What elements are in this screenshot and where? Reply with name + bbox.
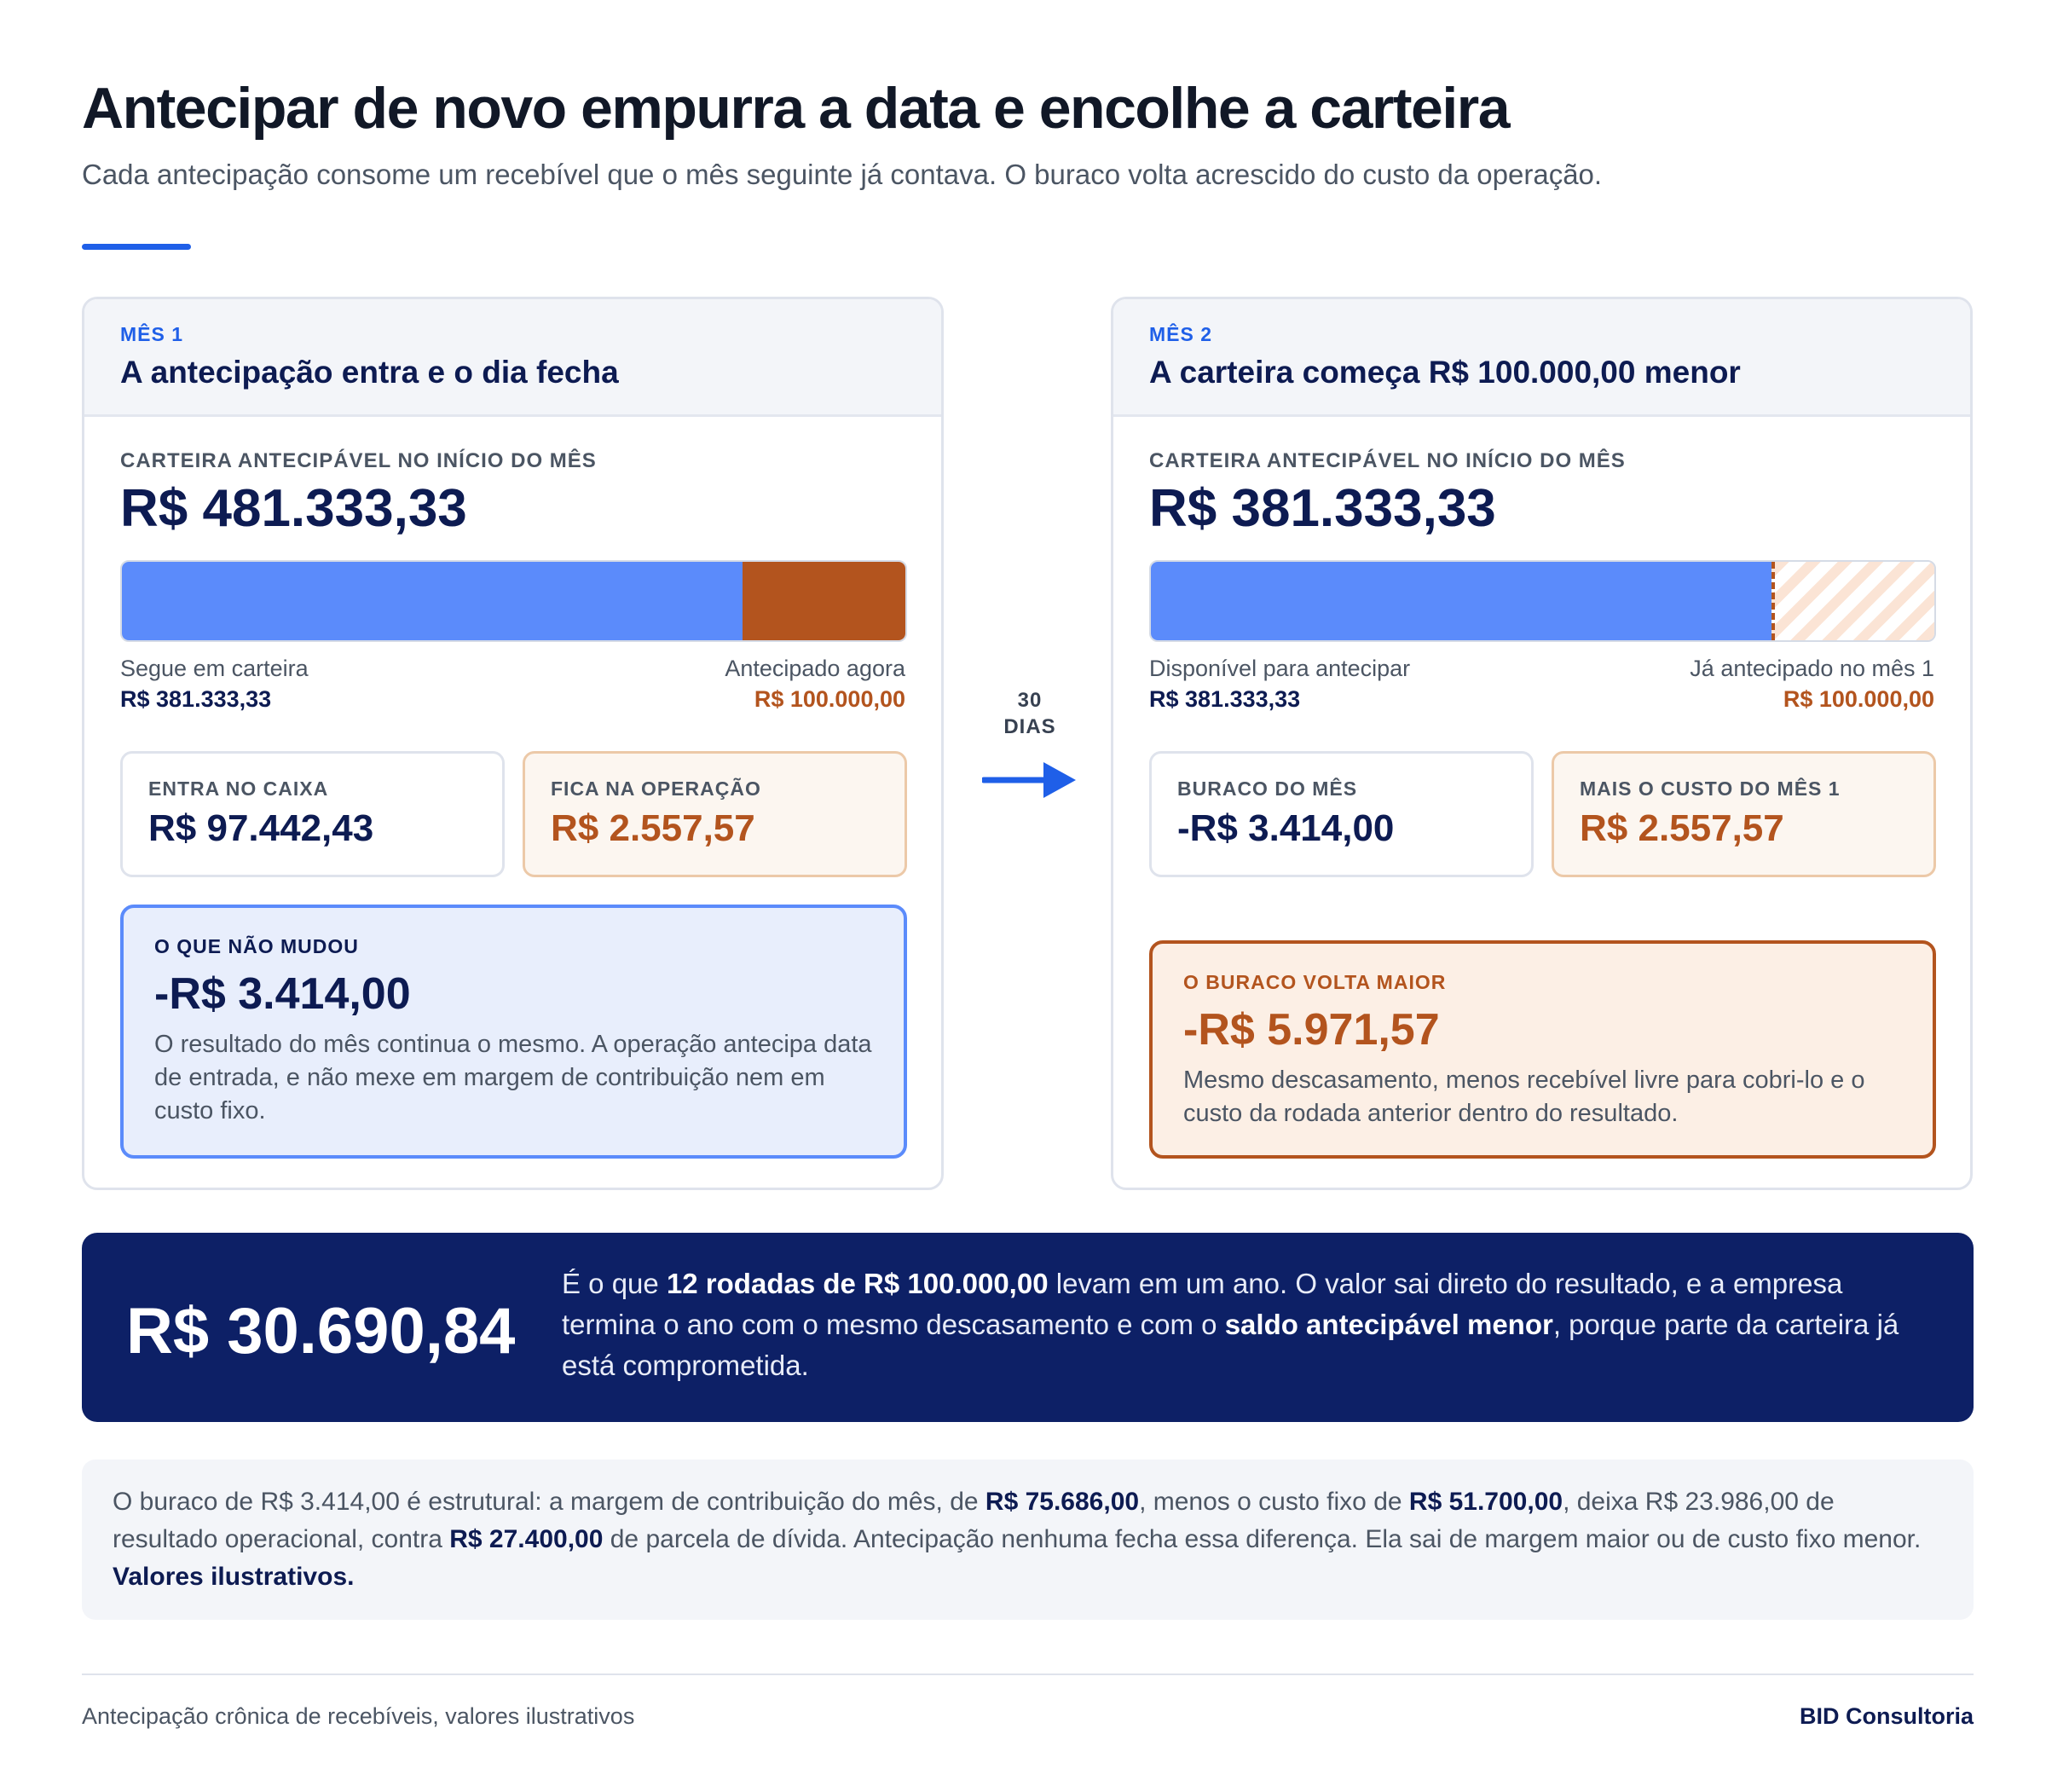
structural-gap-note: O buraco de R$ 3.414,00 é estrutural: a … <box>82 1460 1974 1620</box>
footer-brand: BID Consultoria <box>1799 1703 1974 1729</box>
note-text-bold: Valores ilustrativos. <box>113 1563 355 1591</box>
month1-callout: O QUE NÃO MUDOU -R$ 3.414,00 O resultado… <box>120 905 907 1159</box>
month2-bar-already-advanced <box>1771 562 1934 640</box>
month1-bar-remaining <box>122 562 743 640</box>
page-title: Antecipar de novo empurra a data e encol… <box>82 76 1511 141</box>
month2-callout-value: -R$ 5.971,57 <box>1183 1005 1440 1055</box>
page-subtitle: Cada antecipação consome um recebível qu… <box>82 159 1603 190</box>
month1-remaining-label: Segue em carteira <box>120 656 309 681</box>
month2-available-value: R$ 381.333,33 <box>1149 686 1301 712</box>
annual-cost-text: É o que 12 rodadas de R$ 100.000,00 leva… <box>562 1263 1943 1386</box>
month1-label: MÊS 1 <box>120 323 184 345</box>
month1-portfolio-value: R$ 481.333,33 <box>120 479 467 538</box>
month2-callout-label: O BURACO VOLTA MAIOR <box>1183 971 1447 993</box>
footer-caption: Antecipação crônica de recebíveis, valor… <box>82 1703 635 1729</box>
month2-label: MÊS 2 <box>1149 323 1213 345</box>
accent-divider <box>82 244 191 250</box>
month1-callout-label: O QUE NÃO MUDOU <box>154 935 359 957</box>
month2-bar-available <box>1151 562 1772 640</box>
annual-cost-value: R$ 30.690,84 <box>126 1295 516 1367</box>
month2-card: MÊS 2 A carteira começa R$ 100.000,00 me… <box>1111 297 1973 1190</box>
banner-text-bold: saldo antecipável menor <box>1224 1309 1553 1340</box>
month2-prior-cost-box: MAIS O CUSTO DO MÊS 1 R$ 2.557,57 <box>1552 751 1936 877</box>
month1-callout-text: O resultado do mês continua o mesmo. A o… <box>154 1031 872 1124</box>
note-text-part: , deixa R$ 23.986,00 de resultado operac… <box>113 1488 1835 1553</box>
banner-text-part: levam em um ano. O valor sai direto do r… <box>562 1268 1843 1340</box>
arrow-right-icon <box>982 762 1076 798</box>
note-text-bold: R$ 51.700,00 <box>1408 1488 1563 1516</box>
footer-divider <box>82 1673 1974 1675</box>
month2-advanced-value: R$ 100.000,00 <box>1783 686 1934 712</box>
month2-title: A carteira começa R$ 100.000,00 menor <box>1149 355 1741 390</box>
month1-fee-label: FICA NA OPERAÇÃO <box>551 777 761 800</box>
month1-portfolio-bar <box>120 560 907 642</box>
transition-indicator: 30 DIAS <box>979 687 1081 798</box>
month1-remaining-value: R$ 381.333,33 <box>120 686 272 712</box>
annual-cost-banner: R$ 30.690,84 É o que 12 rodadas de R$ 10… <box>82 1233 1974 1422</box>
month1-card: MÊS 1 A antecipação entra e o dia fecha … <box>82 297 944 1190</box>
month1-bar-advanced <box>743 562 905 640</box>
month1-title: A antecipação entra e o dia fecha <box>120 355 619 390</box>
month1-cash-in-value: R$ 97.442,43 <box>148 807 374 849</box>
month2-gap-value: -R$ 3.414,00 <box>1177 807 1395 849</box>
month1-portfolio-label: CARTEIRA ANTECIPÁVEL NO INÍCIO DO MÊS <box>120 449 597 472</box>
month2-gap-box: BURACO DO MÊS -R$ 3.414,00 <box>1149 751 1534 877</box>
transition-unit: DIAS <box>1003 715 1056 738</box>
month1-callout-value: -R$ 3.414,00 <box>154 969 411 1019</box>
month2-prior-cost-value: R$ 2.557,57 <box>1580 807 1784 849</box>
month2-portfolio-bar <box>1149 560 1936 642</box>
note-text-part: de parcela de dívida. Antecipação nenhum… <box>603 1525 1922 1553</box>
month1-cash-in-label: ENTRA NO CAIXA <box>148 777 329 800</box>
month2-advanced-label: Já antecipado no mês 1 <box>1690 656 1934 681</box>
month1-advanced-label: Antecipado agora <box>725 656 905 681</box>
note-text-part: , menos o custo fixo de <box>1139 1488 1409 1516</box>
month2-callout: O BURACO VOLTA MAIOR -R$ 5.971,57 Mesmo … <box>1149 940 1936 1159</box>
month2-gap-label: BURACO DO MÊS <box>1177 777 1358 800</box>
banner-text-part: , porque parte da carteira já está compr… <box>562 1309 1899 1381</box>
month2-card-header: MÊS 2 A carteira começa R$ 100.000,00 me… <box>1113 299 1970 417</box>
month1-fee-box: FICA NA OPERAÇÃO R$ 2.557,57 <box>523 751 907 877</box>
note-text-part: O buraco de R$ 3.414,00 é estrutural: a … <box>113 1488 985 1516</box>
banner-text-bold: 12 rodadas de R$ 100.000,00 <box>666 1268 1049 1299</box>
month2-prior-cost-label: MAIS O CUSTO DO MÊS 1 <box>1580 777 1841 800</box>
month2-portfolio-label: CARTEIRA ANTECIPÁVEL NO INÍCIO DO MÊS <box>1149 449 1626 472</box>
month1-cash-in-box: ENTRA NO CAIXA R$ 97.442,43 <box>120 751 505 877</box>
month1-card-header: MÊS 1 A antecipação entra e o dia fecha <box>84 299 941 417</box>
note-text-bold: R$ 27.400,00 <box>449 1525 604 1553</box>
month2-portfolio-value: R$ 381.333,33 <box>1149 479 1496 538</box>
month2-available-label: Disponível para antecipar <box>1149 656 1411 681</box>
month2-callout-text: Mesmo descasamento, menos recebível livr… <box>1183 1067 1865 1127</box>
banner-text-part: É o que <box>562 1268 667 1299</box>
month1-advanced-value: R$ 100.000,00 <box>754 686 905 712</box>
month1-fee-value: R$ 2.557,57 <box>551 807 755 849</box>
transition-number: 30 <box>1017 689 1043 712</box>
note-text-bold: R$ 75.686,00 <box>985 1488 1140 1516</box>
